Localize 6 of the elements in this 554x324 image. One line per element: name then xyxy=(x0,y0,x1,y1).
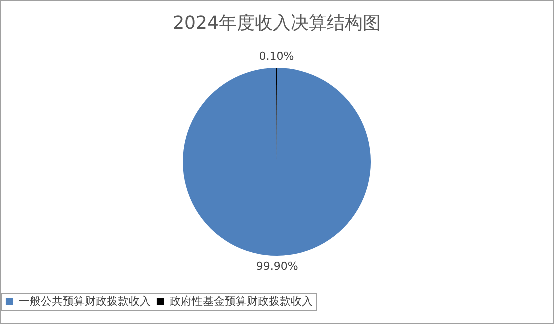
chart-title: 2024年度收入决算结构图 xyxy=(173,13,381,34)
pie-slice xyxy=(183,68,371,256)
legend-label: 政府性基金预算财政拨款收入 xyxy=(170,294,313,308)
data-label: 0.10% xyxy=(259,50,294,63)
legend-label: 一般公共预算财政拨款收入 xyxy=(19,294,151,308)
data-label: 99.90% xyxy=(256,260,298,273)
